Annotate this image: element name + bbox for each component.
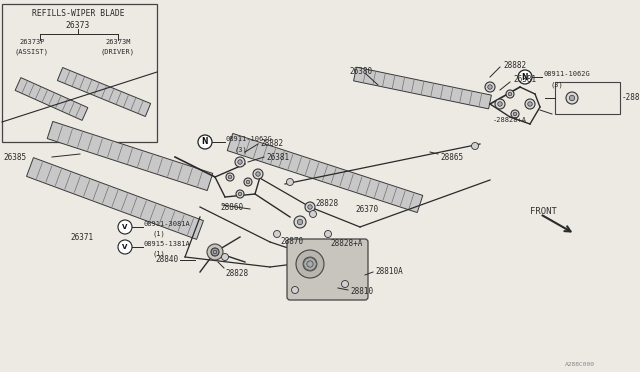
Circle shape	[211, 248, 219, 256]
Circle shape	[304, 258, 316, 270]
Text: 26373P: 26373P	[19, 39, 45, 45]
Polygon shape	[15, 78, 88, 121]
Circle shape	[118, 240, 132, 254]
Circle shape	[237, 160, 243, 164]
Circle shape	[495, 99, 505, 109]
Circle shape	[221, 253, 228, 260]
Text: (3): (3)	[234, 147, 247, 153]
Text: 28882: 28882	[260, 140, 283, 148]
Polygon shape	[47, 121, 212, 190]
Circle shape	[298, 219, 303, 225]
Circle shape	[498, 102, 502, 106]
Circle shape	[513, 112, 517, 116]
Circle shape	[566, 92, 578, 104]
Circle shape	[198, 135, 212, 149]
Text: FRONT: FRONT	[530, 208, 557, 217]
Text: 08911-3081A: 08911-3081A	[144, 221, 191, 227]
Circle shape	[324, 231, 332, 237]
Text: 26370: 26370	[355, 205, 378, 215]
Circle shape	[307, 261, 313, 267]
Circle shape	[508, 92, 512, 96]
Circle shape	[308, 205, 312, 209]
Text: -28828+A: -28828+A	[493, 117, 527, 123]
Circle shape	[506, 90, 514, 98]
Polygon shape	[353, 67, 492, 109]
Text: 28840: 28840	[155, 256, 178, 264]
Circle shape	[518, 70, 532, 84]
Circle shape	[238, 192, 242, 196]
Text: 08911-1062G: 08911-1062G	[543, 71, 589, 77]
Circle shape	[244, 178, 252, 186]
Circle shape	[511, 110, 519, 118]
Text: -28875: -28875	[622, 93, 640, 103]
Circle shape	[246, 180, 250, 184]
Circle shape	[236, 190, 244, 198]
Text: N: N	[202, 138, 208, 147]
Text: (DRIVER): (DRIVER)	[101, 49, 135, 55]
Text: 26380: 26380	[349, 67, 372, 77]
Circle shape	[226, 173, 234, 181]
Circle shape	[213, 250, 217, 254]
Circle shape	[303, 257, 317, 271]
Text: (1): (1)	[152, 251, 164, 257]
Text: 28860: 28860	[220, 202, 243, 212]
Circle shape	[296, 250, 324, 278]
Circle shape	[228, 175, 232, 179]
Polygon shape	[58, 68, 150, 116]
Text: REFILLS-WIPER BLADE: REFILLS-WIPER BLADE	[32, 10, 124, 19]
Circle shape	[211, 248, 219, 256]
Text: 28810A: 28810A	[375, 267, 403, 276]
Polygon shape	[26, 158, 204, 239]
Circle shape	[256, 172, 260, 176]
Text: 26381: 26381	[266, 153, 289, 161]
Circle shape	[294, 216, 306, 228]
Text: 08915-1381A: 08915-1381A	[144, 241, 191, 247]
Circle shape	[235, 157, 245, 167]
Text: 26373: 26373	[66, 22, 90, 31]
Circle shape	[207, 244, 223, 260]
Circle shape	[342, 280, 349, 288]
Circle shape	[525, 99, 535, 109]
Text: 26371: 26371	[70, 232, 93, 241]
Text: 28882: 28882	[503, 61, 526, 70]
Text: 28810: 28810	[350, 288, 373, 296]
Text: 28828: 28828	[315, 199, 338, 208]
Circle shape	[472, 142, 479, 150]
Circle shape	[528, 102, 532, 106]
Circle shape	[305, 202, 315, 212]
Text: 26381: 26381	[513, 76, 536, 84]
Circle shape	[287, 179, 294, 186]
Text: A288C000: A288C000	[565, 362, 595, 366]
Text: 26385: 26385	[3, 153, 26, 161]
Text: (1): (1)	[152, 231, 164, 237]
Bar	[2, 4, 157, 142]
Text: 28865: 28865	[440, 153, 463, 161]
Text: 28870: 28870	[280, 237, 303, 247]
Text: (ASSIST): (ASSIST)	[15, 49, 49, 55]
Text: V: V	[122, 244, 128, 250]
Polygon shape	[227, 134, 423, 212]
Text: 28828: 28828	[225, 269, 248, 279]
Text: 28828+A: 28828+A	[330, 240, 362, 248]
Text: 08911-1062G: 08911-1062G	[226, 136, 273, 142]
Bar	[555, 82, 620, 114]
Text: N: N	[522, 73, 528, 81]
Circle shape	[273, 231, 280, 237]
FancyBboxPatch shape	[287, 239, 368, 300]
Text: (3): (3)	[551, 82, 564, 88]
Circle shape	[291, 286, 298, 294]
Circle shape	[310, 211, 317, 218]
Circle shape	[118, 220, 132, 234]
Text: 26373M: 26373M	[105, 39, 131, 45]
Circle shape	[488, 85, 492, 89]
Circle shape	[485, 82, 495, 92]
Circle shape	[253, 169, 263, 179]
Circle shape	[570, 95, 575, 101]
Text: V: V	[122, 224, 128, 230]
